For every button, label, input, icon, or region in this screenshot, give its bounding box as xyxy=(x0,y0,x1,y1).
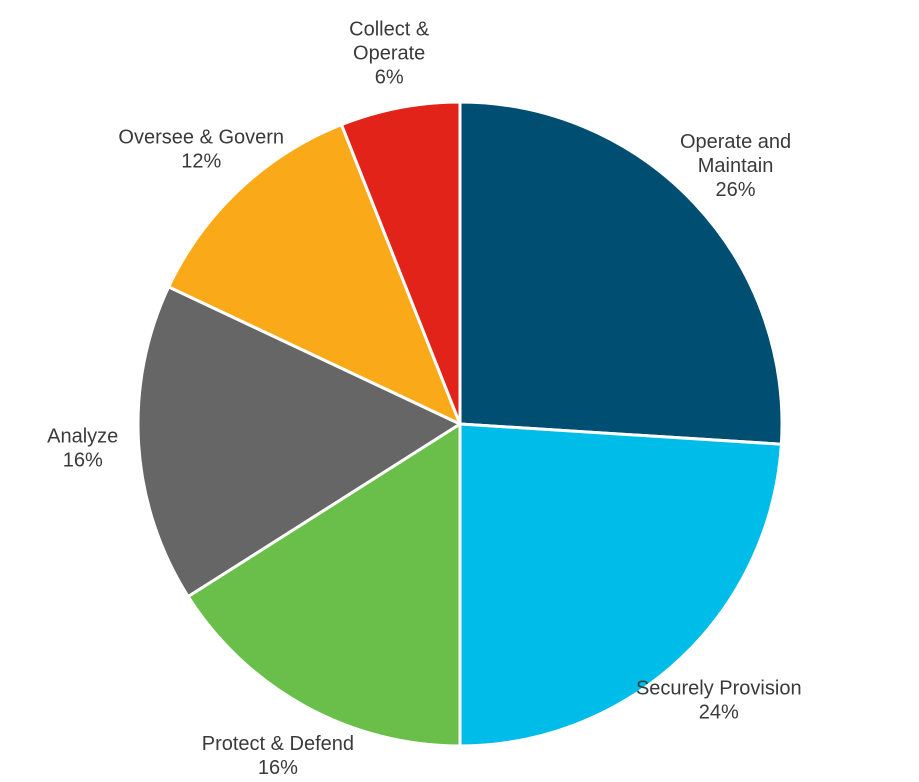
pie-slices xyxy=(136,100,784,748)
pie-label-analyze: Analyze 16% xyxy=(47,426,118,472)
pie-label-oversee-and-govern: Oversee & Govern 12% xyxy=(118,126,284,172)
pie-label-name: Collect & xyxy=(349,19,430,41)
pie-label-securely-provision: Securely Provision 24% xyxy=(636,678,802,724)
pie-slice-analyze xyxy=(136,285,462,599)
pie-label-name: Protect & Defend xyxy=(202,733,354,755)
pie-slice-collect-and-operate xyxy=(339,100,462,426)
pie-label-protect-and-defend: Protect & Defend 16% xyxy=(202,733,354,779)
pie-label-name: Operate xyxy=(353,43,425,65)
pie-label-value: 6% xyxy=(375,67,404,89)
pie-slice-oversee-and-govern xyxy=(167,123,462,426)
pie-label-name: Securely Provision xyxy=(636,678,802,700)
pie-label-operate-and-maintain: Operate and Maintain 26% xyxy=(680,131,791,201)
pie-slice-securely-provision xyxy=(458,422,783,748)
pie-label-value: 26% xyxy=(716,179,756,201)
pie-label-value: 16% xyxy=(63,450,103,472)
pie-label-name: Operate and xyxy=(680,131,791,153)
pie-slice-operate-and-maintain xyxy=(458,100,784,446)
pie-label-value: 24% xyxy=(699,702,739,724)
pie-label-name: Maintain xyxy=(698,155,774,177)
pie-label-name: Analyze xyxy=(47,426,118,448)
pie-label-value: 16% xyxy=(258,757,298,779)
pie-label-collect-and-operate: Collect & Operate 6% xyxy=(349,19,430,89)
pie-labels: Operate and Maintain 26% Securely Provision… xyxy=(47,19,801,780)
pie-slice-protect-and-defend xyxy=(186,422,462,748)
pie-label-name: Oversee & Govern xyxy=(118,126,284,148)
pie-label-value: 12% xyxy=(181,150,221,172)
